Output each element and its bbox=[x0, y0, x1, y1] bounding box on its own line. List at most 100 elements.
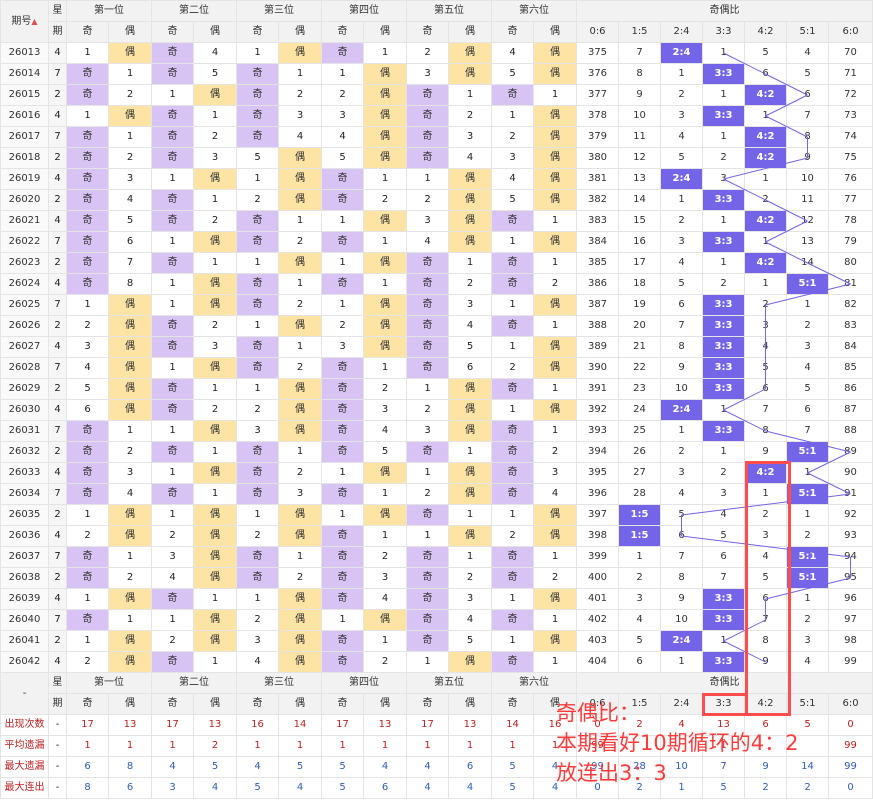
even-col-header: 偶 bbox=[193, 21, 237, 43]
miss-count: 1 bbox=[491, 294, 534, 316]
miss-count: 5 bbox=[448, 630, 492, 652]
table-row: 26026 2 2 偶奇 2 1 偶 2 偶奇 4 奇 1 388 20 7 3:3 3 2 83 bbox=[0, 315, 873, 337]
miss-count: 1 bbox=[151, 294, 194, 316]
table-row: 26020 2 奇 4 奇 1 2 偶奇 2 2 偶 5 偶 382 14 1 3:3 2 11 77 bbox=[0, 189, 873, 211]
ratio-miss: 4 bbox=[786, 357, 829, 379]
miss-count: 2 bbox=[363, 651, 407, 673]
ratio-miss: 2 bbox=[660, 210, 703, 232]
ratio-miss: 99 bbox=[827, 651, 873, 673]
ratio-miss: 28 bbox=[618, 483, 661, 505]
table-row: 26019 4 奇 3 1 偶 1 偶奇 1 1 偶 4 偶 381 13 2:4 3 1 10 76 bbox=[0, 168, 873, 190]
miss-count: 1 bbox=[491, 630, 534, 652]
ratio-miss: 7 bbox=[618, 42, 661, 64]
even-hit: 偶 bbox=[193, 168, 237, 190]
odd-hit: 奇 bbox=[236, 63, 279, 85]
odd-hit: 奇 bbox=[151, 63, 194, 85]
ratio-miss: 1 bbox=[702, 126, 745, 148]
miss-count: 2 bbox=[278, 357, 322, 379]
miss-count: 1 bbox=[108, 609, 152, 631]
ratio-miss: 384 bbox=[576, 231, 619, 253]
highlight-box-4-2-column bbox=[745, 461, 791, 716]
stat-label: 最大连出 bbox=[0, 777, 49, 799]
table-row: 26032 2 奇 2 奇 1 奇 1 奇 5 奇 1 奇 2 394 26 2 1 9 5:1 89 bbox=[0, 441, 873, 463]
ratio-miss: 1 bbox=[786, 588, 829, 610]
miss-count: 1 bbox=[151, 357, 194, 379]
even-hit: 偶 bbox=[533, 336, 577, 358]
odd-hit: 奇 bbox=[321, 567, 364, 589]
stat-value: 4 bbox=[448, 777, 492, 799]
table-row: 26025 7 1 偶 1 偶奇 2 1 偶奇 3 1 偶 387 19 6 3:3 2 1 82 bbox=[0, 294, 873, 316]
table-row: 26042 4 2 偶奇 1 4 偶奇 2 1 偶奇 1 404 6 1 3:3 9 4 99 bbox=[0, 651, 873, 673]
miss-count: 2 bbox=[363, 189, 407, 211]
ratio-miss: 6 bbox=[660, 294, 703, 316]
position-header: 第一位 bbox=[66, 672, 152, 694]
ratio-miss: 76 bbox=[827, 168, 873, 190]
ratio-miss: 89 bbox=[827, 441, 873, 463]
ratio-miss: 84 bbox=[827, 336, 873, 358]
odd-hit: 奇 bbox=[321, 630, 364, 652]
ratio-miss: 6 bbox=[744, 63, 787, 85]
miss-count: 1 bbox=[236, 42, 279, 64]
odd-hit: 奇 bbox=[151, 252, 194, 274]
odd-hit: 奇 bbox=[406, 126, 449, 148]
stat-label: 最大遗漏 bbox=[0, 756, 49, 778]
ratio-miss: 7 bbox=[786, 105, 829, 127]
stat-value: 5 bbox=[278, 756, 322, 778]
odd-hit: 奇 bbox=[321, 546, 364, 568]
ratio-col-header: 0:6 bbox=[576, 693, 619, 715]
even-hit: 偶 bbox=[108, 315, 152, 337]
miss-count: 1 bbox=[236, 168, 279, 190]
miss-count: 4 bbox=[278, 126, 322, 148]
miss-count: 1 bbox=[278, 336, 322, 358]
ratio-miss: 6 bbox=[702, 546, 745, 568]
odd-hit: 奇 bbox=[491, 210, 534, 232]
odd-hit: 奇 bbox=[406, 273, 449, 295]
issue-number: 26013 bbox=[0, 42, 49, 64]
ratio-miss: 92 bbox=[827, 504, 873, 526]
ratio-miss: 11 bbox=[786, 189, 829, 211]
even-hit: 偶 bbox=[448, 378, 492, 400]
issue-number: 26030 bbox=[0, 399, 49, 421]
position-6-header: 第六位 bbox=[491, 0, 577, 22]
ratio-miss: 1 bbox=[744, 105, 787, 127]
even-hit: 偶 bbox=[193, 420, 237, 442]
miss-count: 1 bbox=[151, 420, 194, 442]
stat-value: 1 bbox=[491, 735, 534, 757]
ratio-miss: 23 bbox=[618, 378, 661, 400]
miss-count: 2 bbox=[491, 357, 534, 379]
ratio-miss: 9 bbox=[660, 357, 703, 379]
ratio-miss: 381 bbox=[576, 168, 619, 190]
odd-hit: 奇 bbox=[151, 336, 194, 358]
miss-count: 4 bbox=[363, 420, 407, 442]
weekday: 7 bbox=[48, 126, 67, 148]
issue-number: 26042 bbox=[0, 651, 49, 673]
ratio-miss: 376 bbox=[576, 63, 619, 85]
even-hit: 偶 bbox=[448, 462, 492, 484]
miss-count: 2 bbox=[66, 315, 109, 337]
even-hit: 偶 bbox=[193, 357, 237, 379]
ratio-miss: 2 bbox=[702, 147, 745, 169]
even-hit: 偶 bbox=[533, 504, 577, 526]
ratio-miss: 378 bbox=[576, 105, 619, 127]
miss-count: 6 bbox=[66, 399, 109, 421]
odd-hit: 奇 bbox=[66, 420, 109, 442]
even-hit: 偶 bbox=[278, 609, 322, 631]
odd-hit: 奇 bbox=[491, 483, 534, 505]
sort-arrow-icon[interactable]: ▲ bbox=[31, 16, 38, 26]
even-hit: 偶 bbox=[278, 42, 322, 64]
ratio-miss: 70 bbox=[827, 42, 873, 64]
issue-header[interactable]: 期号▲ bbox=[0, 0, 49, 43]
ratio-miss: 71 bbox=[827, 63, 873, 85]
ratio-col-header: 3:3 bbox=[702, 693, 745, 715]
even-hit: 偶 bbox=[278, 315, 322, 337]
miss-count: 2 bbox=[533, 273, 577, 295]
miss-count: 1 bbox=[193, 105, 237, 127]
ratio-miss: 26 bbox=[618, 441, 661, 463]
issue-number: 26018 bbox=[0, 147, 49, 169]
miss-count: 3 bbox=[108, 462, 152, 484]
even-hit: 偶 bbox=[278, 525, 322, 547]
issue-number: 26020 bbox=[0, 189, 49, 211]
weekday: 7 bbox=[48, 357, 67, 379]
ratio-miss: 2 bbox=[660, 84, 703, 106]
ratio-miss: 98 bbox=[827, 630, 873, 652]
